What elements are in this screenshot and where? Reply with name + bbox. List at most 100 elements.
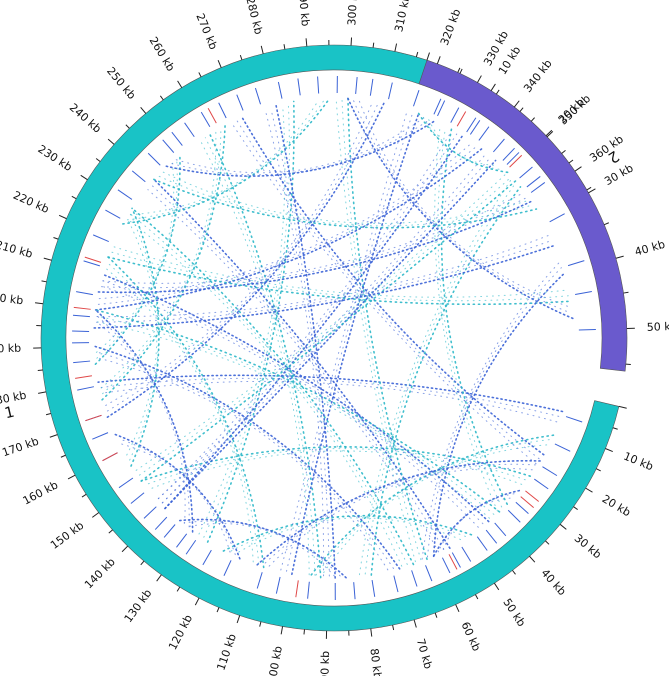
- synteny-link: [97, 200, 533, 294]
- synteny-link-strand: [105, 102, 373, 406]
- seq-1-tick-label: 290 kb: [295, 0, 311, 27]
- synteny-link-strand: [280, 110, 408, 571]
- seq-1-forward-mark: [77, 386, 94, 391]
- seq-1-tick-30: [559, 523, 567, 530]
- synteny-link: [208, 132, 322, 579]
- synteny-link-strand: [422, 116, 503, 171]
- seq-1-reverse-mark: [509, 154, 523, 168]
- seq-2-tick-30: [588, 188, 596, 194]
- feature-marks: [72, 76, 596, 600]
- seq-1-forward-mark: [72, 314, 90, 318]
- synteny-link-strand: [157, 130, 453, 500]
- synteny-link: [164, 134, 464, 510]
- seq-1-reverse-mark: [85, 414, 102, 422]
- seq-1-tick-200: [35, 302, 44, 305]
- seq-1-tick-330: [477, 75, 482, 83]
- seq-1-tick-360: [574, 166, 582, 172]
- synteny-link-strand: [129, 213, 159, 461]
- seq-2-tick-0: [426, 52, 430, 61]
- synteny-link: [255, 459, 541, 567]
- synteny-link: [291, 112, 420, 576]
- synteny-link-strand: [421, 261, 561, 560]
- seq-1-tick-365: [586, 186, 592, 191]
- seq-2-tick-10: [490, 83, 496, 91]
- synteny-link: [94, 153, 181, 366]
- synteny-link-strand: [151, 184, 445, 550]
- sequence-1-name: 1: [3, 403, 16, 423]
- seq-1-tick-60: [455, 604, 460, 613]
- seq-1-tick-225: [71, 195, 77, 200]
- synteny-link: [440, 127, 508, 505]
- seq-1-tick-label: 130 kb: [122, 587, 155, 625]
- seq-1-reverse-mark: [295, 580, 299, 598]
- synteny-link: [309, 434, 555, 578]
- seq-2-tick-label: 50 kb: [647, 320, 669, 334]
- synteny-link: [347, 97, 428, 561]
- seq-1-forward-mark: [451, 552, 461, 568]
- seq-1-tick-230: [80, 174, 88, 181]
- synteny-link-strand: [198, 105, 286, 535]
- seq-1-forward-mark: [254, 87, 262, 105]
- seq-1-tick-315: [415, 51, 419, 57]
- seq-1-tick-label: 50 kb: [500, 596, 528, 629]
- synteny-link: [153, 178, 538, 229]
- synteny-link-strand: [102, 192, 524, 284]
- seq-1-tick-170: [49, 434, 58, 438]
- synteny-link-strand: [96, 234, 550, 318]
- seq-1-tick-220: [58, 214, 67, 220]
- seq-1-reverse-mark: [525, 490, 540, 502]
- seq-1-tick-label: 280 kb: [243, 0, 265, 36]
- sequence-2-ideogram: [418, 59, 628, 372]
- seq-1-tick-135: [140, 560, 145, 566]
- seq-1-forward-mark: [441, 557, 451, 574]
- seq-2-tick-35: [604, 222, 610, 226]
- synteny-link-strand: [96, 321, 490, 519]
- seq-1-forward-mark: [534, 478, 549, 490]
- seq-2-forward-mark: [575, 291, 592, 296]
- seq-2-forward-mark: [578, 329, 596, 331]
- synteny-link: [101, 273, 490, 523]
- seq-2-forward-mark: [502, 147, 515, 161]
- seq-1-forward-mark: [388, 82, 393, 100]
- seq-1-tick-50: [493, 582, 500, 591]
- seq-1-forward-mark: [542, 466, 558, 477]
- seq-1-forward-mark: [506, 152, 520, 165]
- synteny-link-strand: [358, 178, 512, 576]
- seq-1-forward-mark: [147, 152, 161, 166]
- seq-1-reverse-mark: [207, 107, 217, 124]
- seq-1-tick-270: [217, 60, 222, 68]
- seq-1-forward-mark: [297, 78, 301, 96]
- seq-1-forward-mark: [353, 582, 356, 600]
- seq-1-tick-label: 250 kb: [104, 65, 138, 102]
- seq-1-forward-mark: [307, 581, 310, 599]
- seq-1-forward-mark: [92, 432, 109, 440]
- synteny-link-strand: [358, 100, 571, 308]
- seq-1-reverse-mark: [102, 452, 118, 462]
- seq-1-forward-mark: [154, 516, 168, 530]
- synteny-link-strand: [101, 197, 527, 289]
- seq-1-tick-340: [513, 100, 520, 108]
- seq-2-forward-mark: [526, 176, 541, 188]
- seq-1-forward-mark: [83, 260, 100, 267]
- seq-1-tick-0: [618, 405, 627, 409]
- seq-1-forward-mark: [515, 501, 529, 514]
- seq-1-tick-label: 260 kb: [147, 35, 178, 74]
- synteny-link: [165, 119, 437, 177]
- seq-1-reverse-mark: [520, 496, 534, 509]
- seq-1-tick-285: [283, 44, 286, 50]
- synteny-link-strand: [203, 103, 290, 538]
- synteny-link-strand: [129, 100, 319, 216]
- seq-1-forward-mark: [554, 443, 571, 452]
- synteny-link-strand: [161, 133, 458, 504]
- seq-1-tick-125: [176, 586, 181, 592]
- seq-2-tick-5: [459, 68, 463, 74]
- seq-1-tick-label: 90 kb: [318, 651, 332, 676]
- seq-1-tick-140: [121, 545, 129, 553]
- seq-1-forward-mark: [530, 182, 546, 193]
- seq-1-forward-mark: [369, 78, 374, 96]
- seq-1-forward-mark: [176, 533, 188, 548]
- seq-1-forward-mark: [130, 492, 145, 504]
- synteny-link-strand: [107, 262, 260, 565]
